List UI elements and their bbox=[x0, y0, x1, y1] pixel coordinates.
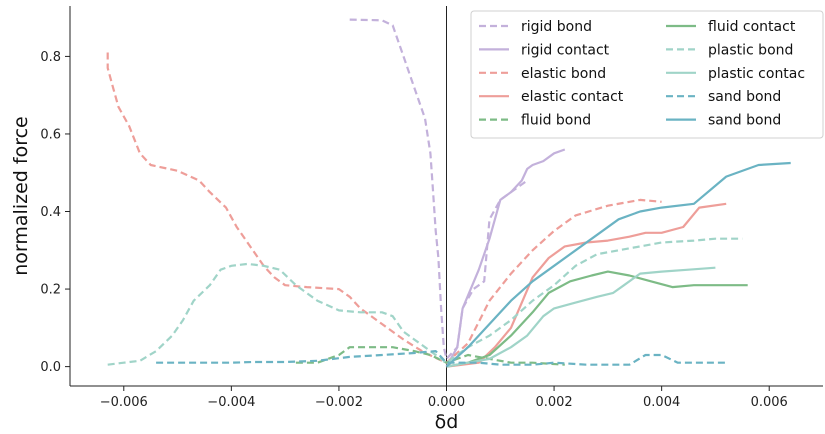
x-tick-label: 0.004 bbox=[643, 395, 680, 410]
plot-area bbox=[106, 6, 791, 386]
series-line-2 bbox=[106, 52, 662, 364]
x-tick-label: 0.006 bbox=[751, 395, 788, 410]
x-tick-label: 0.000 bbox=[428, 395, 465, 410]
series-line-0 bbox=[349, 18, 528, 360]
series-line-4 bbox=[295, 346, 565, 366]
legend-label: fluid contact bbox=[708, 19, 796, 35]
legend-label: plastic contac bbox=[708, 66, 805, 82]
series-line-7 bbox=[446, 266, 716, 368]
x-tick-label: 0.002 bbox=[535, 395, 572, 410]
x-axis-label: δd bbox=[435, 411, 459, 433]
series-line-5 bbox=[446, 270, 748, 368]
legend: rigid bond rigid contact elastic bond elast… bbox=[470, 10, 824, 139]
series-line-8 bbox=[156, 350, 727, 366]
x-tick-label: −0.006 bbox=[100, 395, 148, 410]
legend-label: rigid bond bbox=[521, 19, 592, 35]
legend-label: elastic contact bbox=[521, 89, 624, 105]
axes: −0.006 −0.004 −0.002 0.000 0.002 0.004 0.006 0.… bbox=[40, 6, 823, 410]
y-axis-label: normalized force bbox=[10, 116, 32, 275]
y-tick-label: 0.6 bbox=[40, 127, 61, 142]
series-line-1 bbox=[445, 148, 566, 368]
legend-label: sand bond bbox=[708, 89, 781, 105]
legend-label: fluid bond bbox=[521, 113, 591, 129]
x-tick-label: −0.004 bbox=[207, 395, 255, 410]
y-tick-label: 0.8 bbox=[40, 50, 61, 65]
y-tick-label: 0.0 bbox=[40, 360, 61, 375]
legend-label: plastic bond bbox=[708, 42, 793, 58]
legend-label: rigid contact bbox=[521, 42, 610, 58]
y-tick-label: 0.2 bbox=[40, 283, 61, 298]
legend-label: sand bond bbox=[708, 113, 781, 129]
x-tick-label: −0.002 bbox=[315, 395, 363, 410]
legend-label: elastic bond bbox=[521, 66, 606, 82]
series-line-9 bbox=[445, 161, 791, 368]
legend-box bbox=[470, 10, 824, 139]
series-line-6 bbox=[107, 237, 743, 366]
y-tick-label: 0.4 bbox=[40, 205, 61, 220]
